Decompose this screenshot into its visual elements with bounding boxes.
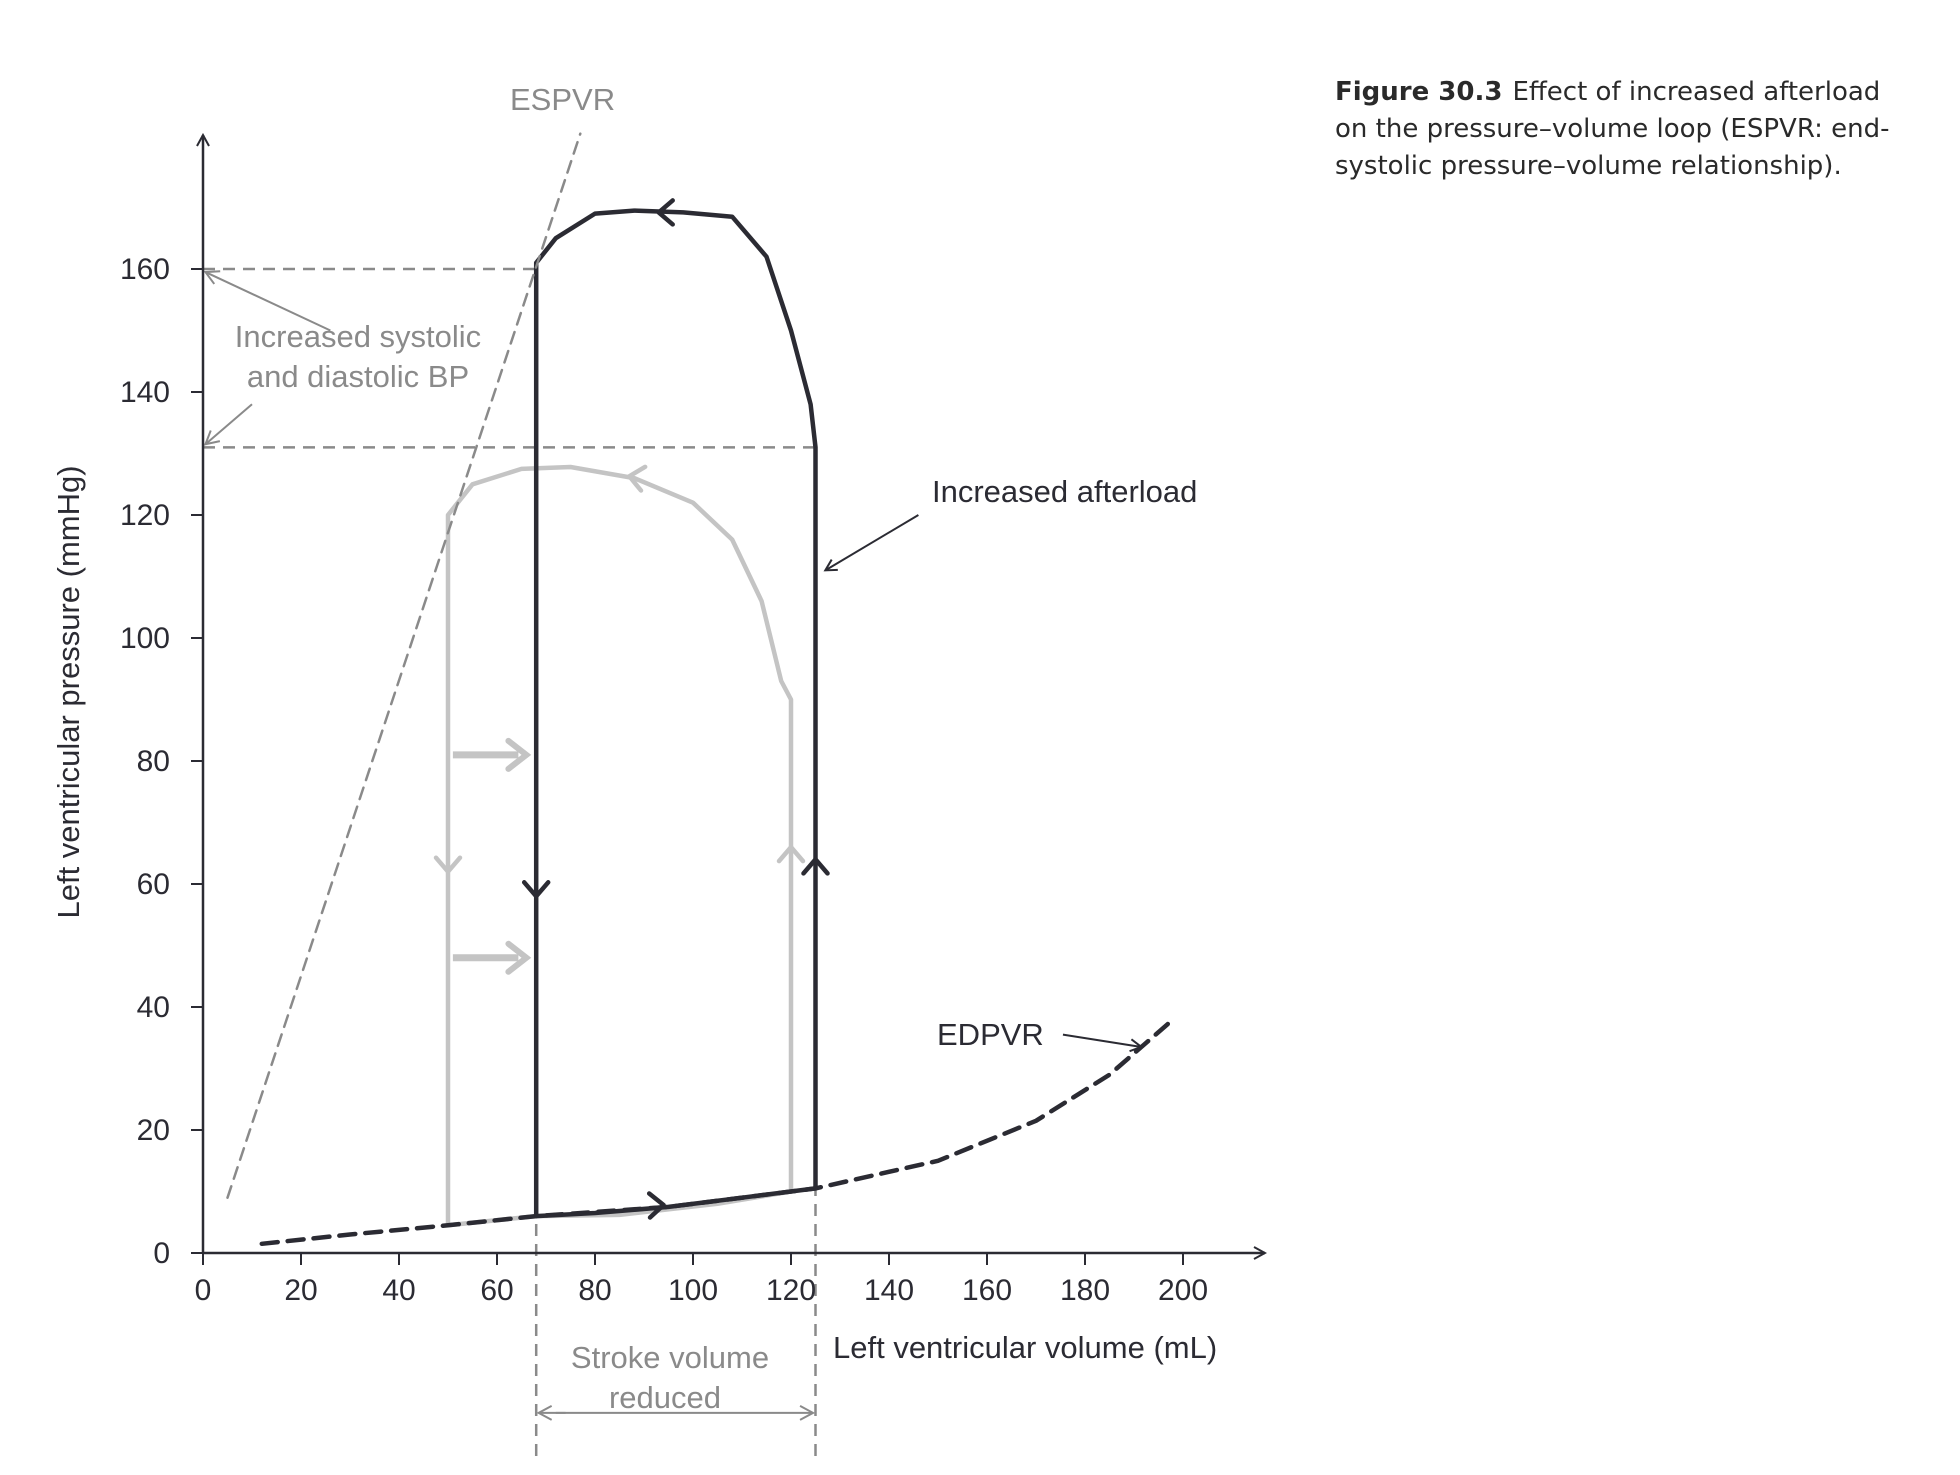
- edpvr-pointer: [1062, 1033, 1141, 1047]
- x-axis-label: Left ventricular volume (mL): [833, 1330, 1217, 1365]
- arrow-left-baseline: [627, 464, 648, 493]
- arrow-down-baseline: [433, 855, 463, 874]
- chevron-shape: [433, 855, 463, 874]
- x-tick-label: 120: [766, 1274, 816, 1307]
- chevron-shape: [801, 857, 830, 876]
- reference-lines: [203, 267, 817, 1456]
- x-tick-label: 160: [962, 1274, 1012, 1307]
- chevron-shape: [656, 198, 675, 227]
- arrow-up-baseline: [776, 844, 806, 864]
- espvr-label: ESPVR: [510, 82, 615, 117]
- x-tick-label: 200: [1158, 1274, 1208, 1307]
- shift-arrow-head: [505, 737, 532, 772]
- edpvr-label: EDPVR: [937, 1017, 1044, 1052]
- shift-arrow-head: [505, 940, 532, 975]
- increased-afterload-label: Increased afterload: [932, 474, 1197, 509]
- axes: 0 20 40 60 80 100 120 140 160 180 200 0 20 40 60 80 100 1…: [120, 135, 1265, 1307]
- direction-arrows: [205, 198, 1141, 1412]
- series-layer: [226, 132, 1176, 1247]
- afterload-pointer: [825, 514, 919, 570]
- y-tick-label: 160: [120, 253, 170, 286]
- series-increased-afterload-loop: [533, 208, 818, 1219]
- x-tick-label: 40: [382, 1274, 415, 1307]
- y-tick-label: 60: [137, 868, 170, 901]
- caption-text: Effect of increased afterload on the pre…: [1335, 77, 1890, 181]
- x-tick-label: 80: [578, 1274, 611, 1307]
- x-tick-label: 20: [284, 1274, 317, 1307]
- arrow-left-increased: [656, 198, 675, 227]
- y-axis-label: Left ventricular pressure (mmHg): [51, 465, 86, 918]
- x-tick-label: 140: [864, 1274, 914, 1307]
- shift-arrow-upper: [452, 737, 532, 772]
- series-baseline-loop: [445, 464, 794, 1228]
- shift-arrow-lower: [452, 940, 532, 975]
- stroke-volume-line2: reduced: [609, 1380, 721, 1415]
- x-tick-label: 180: [1060, 1274, 1110, 1307]
- bp-annotation-line1: Increased systolic: [235, 319, 481, 354]
- arrow-down-increased: [521, 880, 551, 899]
- chevron-shape: [776, 844, 806, 864]
- x-tick-label: 0: [195, 1274, 212, 1307]
- y-tick-label: 80: [137, 745, 170, 778]
- x-tick-label: 60: [480, 1274, 513, 1307]
- chevron-shape: [646, 1191, 666, 1220]
- y-tick-label: 120: [120, 499, 170, 532]
- bp-pointer-131: [205, 403, 253, 444]
- figure-number: Figure 30.3: [1335, 77, 1503, 107]
- y-tick-label: 20: [137, 1114, 170, 1147]
- y-tick-label: 140: [120, 376, 170, 409]
- series-espvr-line: [226, 132, 582, 1199]
- bp-pointer-160: [205, 272, 331, 332]
- stroke-volume-line1: Stroke volume: [571, 1340, 769, 1375]
- chevron-shape: [627, 464, 648, 493]
- bp-annotation-line2: and diastolic BP: [247, 359, 469, 394]
- arrow-right-increased: [646, 1191, 666, 1220]
- y-tick-label: 40: [137, 991, 170, 1024]
- figure-caption: Figure 30.3 Effect of increased afterload…: [1335, 74, 1895, 185]
- y-tick-label: 100: [120, 622, 170, 655]
- series-edpvr-curve: [259, 1017, 1176, 1247]
- x-tick-label: 100: [668, 1274, 718, 1307]
- chevron-shape: [521, 880, 551, 899]
- arrow-up-increased: [801, 857, 830, 876]
- y-tick-label: 0: [153, 1237, 170, 1270]
